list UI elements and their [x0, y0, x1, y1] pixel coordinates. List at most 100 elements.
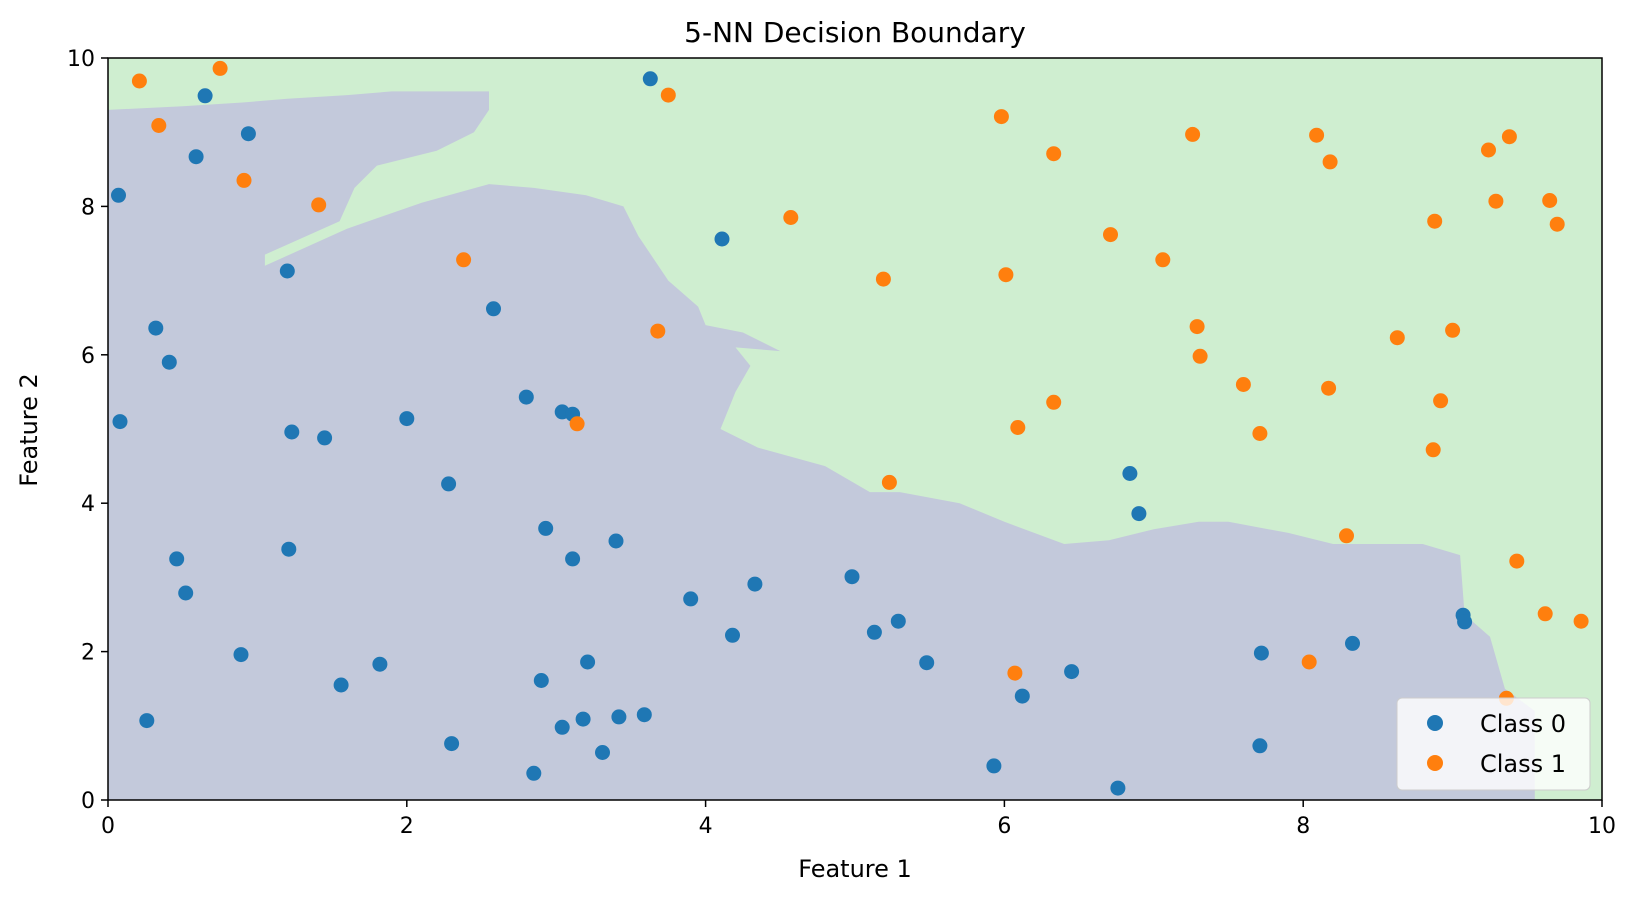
plot-area — [108, 58, 1602, 800]
data-point-class-0 — [284, 424, 300, 440]
data-point-class-1 — [1542, 193, 1558, 208]
legend-label-class-0: Class 0 — [1480, 710, 1566, 738]
data-point-class-1 — [1427, 213, 1443, 229]
data-point-class-0 — [441, 476, 457, 492]
x-tick-label: 10 — [1588, 814, 1616, 839]
data-point-class-0 — [317, 430, 333, 446]
x-axis-label: Feature 1 — [798, 855, 912, 883]
data-point-class-0 — [533, 673, 549, 688]
data-point-class-1 — [131, 73, 147, 89]
data-point-class-1 — [1425, 442, 1441, 458]
data-point-class-1 — [1185, 126, 1201, 142]
legend-marker-class-1 — [1427, 755, 1443, 771]
plot-frame — [107, 57, 1603, 801]
data-point-class-0 — [1345, 635, 1360, 651]
data-point-class-1 — [1433, 393, 1449, 409]
y-tick-label: 8 — [81, 195, 95, 220]
y-tick-label: 2 — [81, 641, 95, 666]
data-point-class-0 — [866, 624, 882, 640]
data-point-class-0 — [112, 414, 128, 430]
data-point-class-0 — [1122, 466, 1138, 481]
data-point-class-0 — [233, 647, 249, 663]
data-point-class-0 — [197, 88, 213, 104]
data-point-class-0 — [281, 541, 297, 557]
legend-box — [1396, 697, 1591, 791]
data-point-class-0 — [747, 576, 763, 592]
data-point-class-1 — [1309, 127, 1325, 143]
x-tick-label: 6 — [997, 814, 1011, 839]
data-point-class-0 — [399, 411, 415, 427]
data-point-class-0 — [444, 736, 460, 752]
x-tick-label: 2 — [400, 814, 414, 839]
data-point-class-0 — [595, 745, 610, 760]
data-point-class-1 — [1321, 380, 1337, 396]
data-point-class-1 — [881, 474, 897, 490]
data-point-class-1 — [1488, 193, 1504, 209]
data-point-class-0 — [169, 551, 185, 567]
data-point-class-0 — [844, 569, 860, 585]
data-point-class-1 — [1445, 322, 1461, 338]
data-point-class-1 — [1573, 613, 1589, 629]
data-point-class-1 — [993, 109, 1009, 125]
data-point-class-1 — [875, 271, 891, 287]
data-point-class-0 — [486, 301, 501, 317]
data-point-class-1 — [1103, 227, 1118, 243]
data-point-class-0 — [611, 709, 627, 725]
data-point-class-1 — [1235, 377, 1251, 392]
data-point-class-0 — [1131, 506, 1147, 522]
data-point-class-0 — [333, 677, 349, 693]
data-point-class-0 — [1457, 614, 1473, 630]
data-point-class-1 — [783, 210, 799, 225]
data-point-class-0 — [986, 758, 1002, 774]
data-point-class-0 — [565, 551, 581, 567]
data-point-class-1 — [1007, 665, 1023, 681]
data-point-class-1 — [1389, 330, 1405, 346]
data-point-class-1 — [998, 267, 1014, 283]
data-point-class-1 — [212, 60, 228, 76]
x-tick-label: 0 — [101, 814, 115, 839]
data-point-class-0 — [683, 591, 699, 607]
data-point-class-0 — [725, 627, 740, 643]
data-point-class-1 — [1301, 654, 1317, 670]
data-point-class-1 — [650, 323, 666, 339]
data-point-class-0 — [1252, 738, 1268, 754]
data-point-class-1 — [1509, 553, 1525, 569]
data-point-class-0 — [188, 149, 204, 165]
data-point-class-1 — [1549, 216, 1565, 232]
data-point-class-1 — [660, 87, 676, 103]
data-point-class-0 — [890, 613, 906, 629]
data-point-class-0 — [642, 71, 658, 87]
data-point-class-0 — [538, 520, 554, 536]
y-axis-ticks: 0 2 4 6 8 10 — [67, 47, 108, 814]
data-point-class-0 — [608, 533, 624, 549]
data-point-class-1 — [1189, 319, 1205, 335]
y-axis-label: Feature 2 — [15, 373, 43, 487]
data-point-class-0 — [1110, 780, 1126, 796]
y-tick-label: 0 — [81, 789, 95, 814]
data-point-class-1 — [1046, 146, 1062, 162]
data-point-class-1 — [236, 172, 252, 188]
chart-title: 5-NN Decision Boundary — [684, 16, 1026, 49]
data-point-class-0 — [714, 231, 730, 247]
data-point-class-1 — [1155, 252, 1171, 268]
y-tick-label: 10 — [67, 47, 95, 72]
data-point-class-0 — [372, 656, 388, 672]
data-point-class-0 — [1253, 645, 1269, 661]
data-point-class-1 — [1046, 394, 1062, 410]
data-point-class-1 — [1481, 142, 1496, 158]
data-point-class-0 — [111, 187, 126, 203]
data-point-class-0 — [580, 654, 596, 670]
data-point-class-0 — [139, 713, 155, 729]
data-point-class-0 — [575, 711, 591, 727]
points-layer — [111, 60, 1589, 796]
data-point-class-0 — [240, 126, 256, 142]
y-tick-label: 4 — [81, 492, 95, 517]
data-point-class-0 — [518, 389, 534, 405]
data-point-class-0 — [554, 719, 570, 735]
data-point-class-1 — [311, 197, 327, 213]
data-point-class-0 — [279, 263, 295, 279]
region-class-1 — [108, 58, 1602, 800]
data-point-class-1 — [1192, 348, 1208, 364]
legend-label-class-1: Class 1 — [1480, 750, 1566, 778]
